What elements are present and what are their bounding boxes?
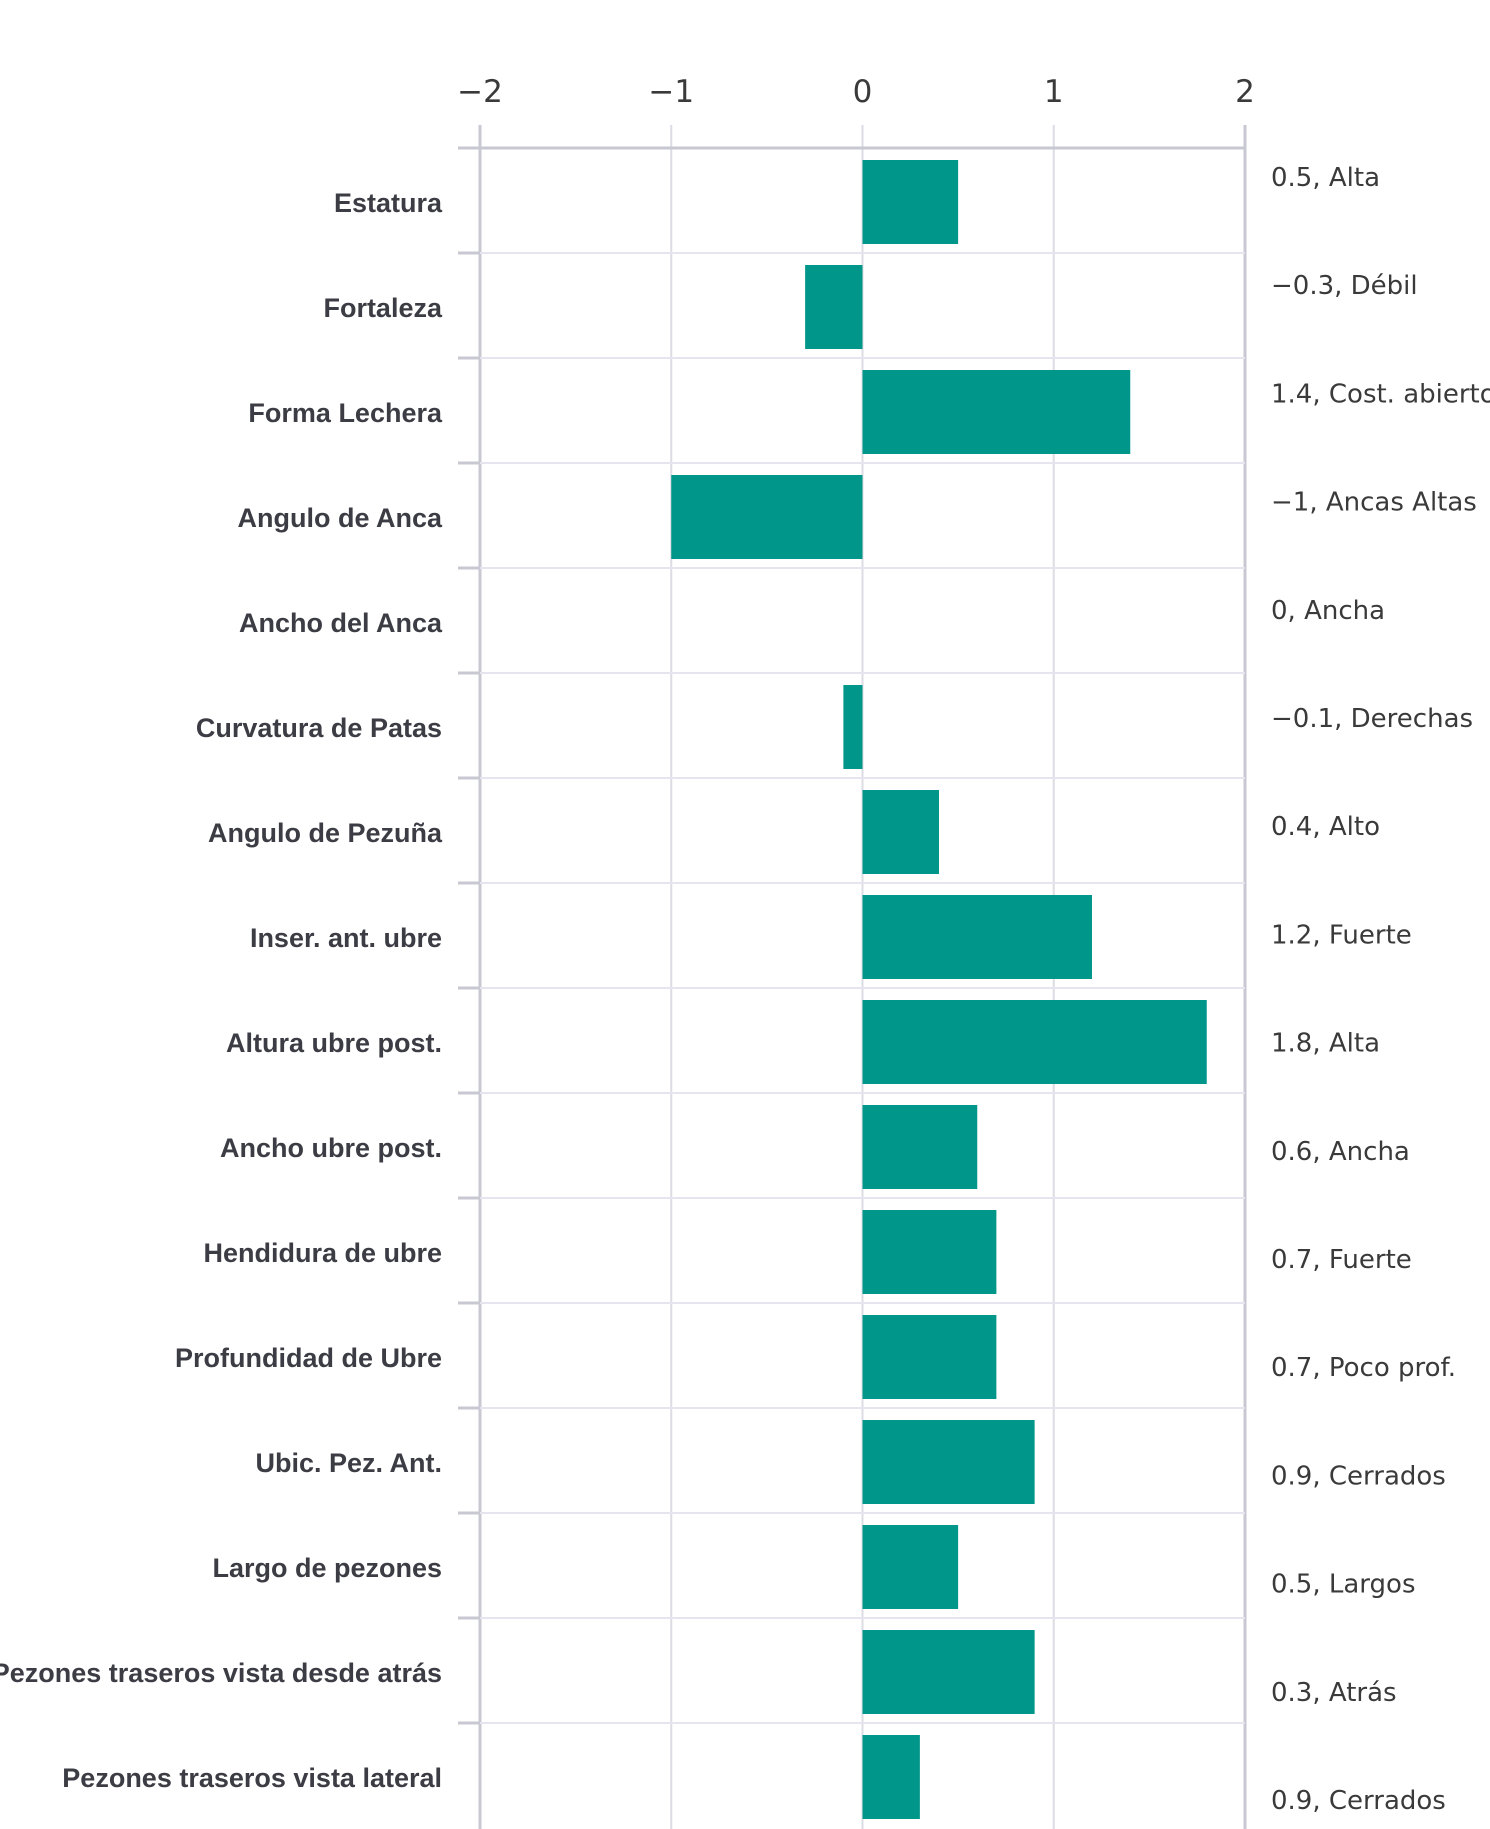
value-label: −0.1, Derechas <box>1271 704 1473 734</box>
value-labels: 0.5, Alta −0.3, Débil 1.4, Cost. abierto −1… <box>1271 163 1490 1816</box>
category-label: Estatura <box>334 188 443 218</box>
category-label: Profundidad de Ubre <box>175 1343 442 1373</box>
value-label: 1.4, Cost. abierto <box>1271 379 1490 409</box>
category-label: Ubic. Pez. Ant. <box>255 1448 442 1478</box>
x-tick-label: 0 <box>853 74 873 110</box>
category-label: Ancho del Anca <box>239 608 443 638</box>
x-tick-label: −1 <box>648 74 694 110</box>
value-label: 0.3, Atrás <box>1271 1678 1397 1708</box>
category-label: Largo de pezones <box>212 1553 442 1583</box>
value-label: 0, Ancha <box>1271 596 1385 626</box>
value-label: 1.2, Fuerte <box>1271 920 1412 950</box>
bar <box>843 685 863 769</box>
category-label: Pezones traseros vista lateral <box>62 1763 442 1793</box>
value-label: −0.3, Débil <box>1271 271 1418 301</box>
category-label: Angulo de Pezuña <box>208 818 443 848</box>
category-label: Inser. ant. ubre <box>250 923 442 953</box>
bars <box>671 160 1207 1819</box>
bar <box>862 790 939 874</box>
category-label: Curvatura de Patas <box>196 713 442 743</box>
bar <box>862 1525 959 1609</box>
bar <box>862 1000 1207 1084</box>
x-axis-ticks: −2 −1 0 1 2 <box>457 74 1255 110</box>
category-label: Ancho ubre post. <box>220 1133 442 1163</box>
bar <box>862 1420 1035 1504</box>
grid-lines <box>458 125 1247 1829</box>
category-label: Fortaleza <box>323 293 443 323</box>
category-label: Forma Lechera <box>248 398 443 428</box>
value-label: −1, Ancas Altas <box>1271 488 1477 518</box>
x-tick-label: 1 <box>1044 74 1064 110</box>
category-label: Altura ubre post. <box>226 1028 442 1058</box>
value-label: 0.5, Largos <box>1271 1570 1416 1600</box>
category-label: Hendidura de ubre <box>203 1238 442 1268</box>
category-label: Angulo de Anca <box>237 503 442 533</box>
category-label: Pezones traseros vista desde atrás <box>0 1658 442 1688</box>
bar <box>862 370 1131 454</box>
bar <box>862 895 1092 979</box>
bar <box>671 475 863 559</box>
bar <box>862 160 959 244</box>
bar <box>862 1105 978 1189</box>
value-label: 0.6, Ancha <box>1271 1137 1410 1167</box>
bar <box>805 265 863 349</box>
value-label: 0.9, Cerrados <box>1271 1461 1446 1491</box>
value-label: 0.9, Cerrados <box>1271 1786 1446 1816</box>
x-tick-label: 2 <box>1235 74 1255 110</box>
value-label: 0.4, Alto <box>1271 812 1380 842</box>
value-label: 1.8, Alta <box>1271 1029 1380 1059</box>
bar <box>862 1630 1035 1714</box>
bar <box>862 1735 920 1819</box>
value-label: 0.7, Fuerte <box>1271 1245 1412 1275</box>
x-tick-label: −2 <box>457 74 503 110</box>
value-label: 0.5, Alta <box>1271 163 1380 193</box>
category-labels: Estatura Fortaleza Forma Lechera Angulo de … <box>0 188 443 1793</box>
bar <box>862 1210 997 1294</box>
value-label: 0.7, Poco prof. <box>1271 1353 1456 1383</box>
bar <box>862 1315 997 1399</box>
